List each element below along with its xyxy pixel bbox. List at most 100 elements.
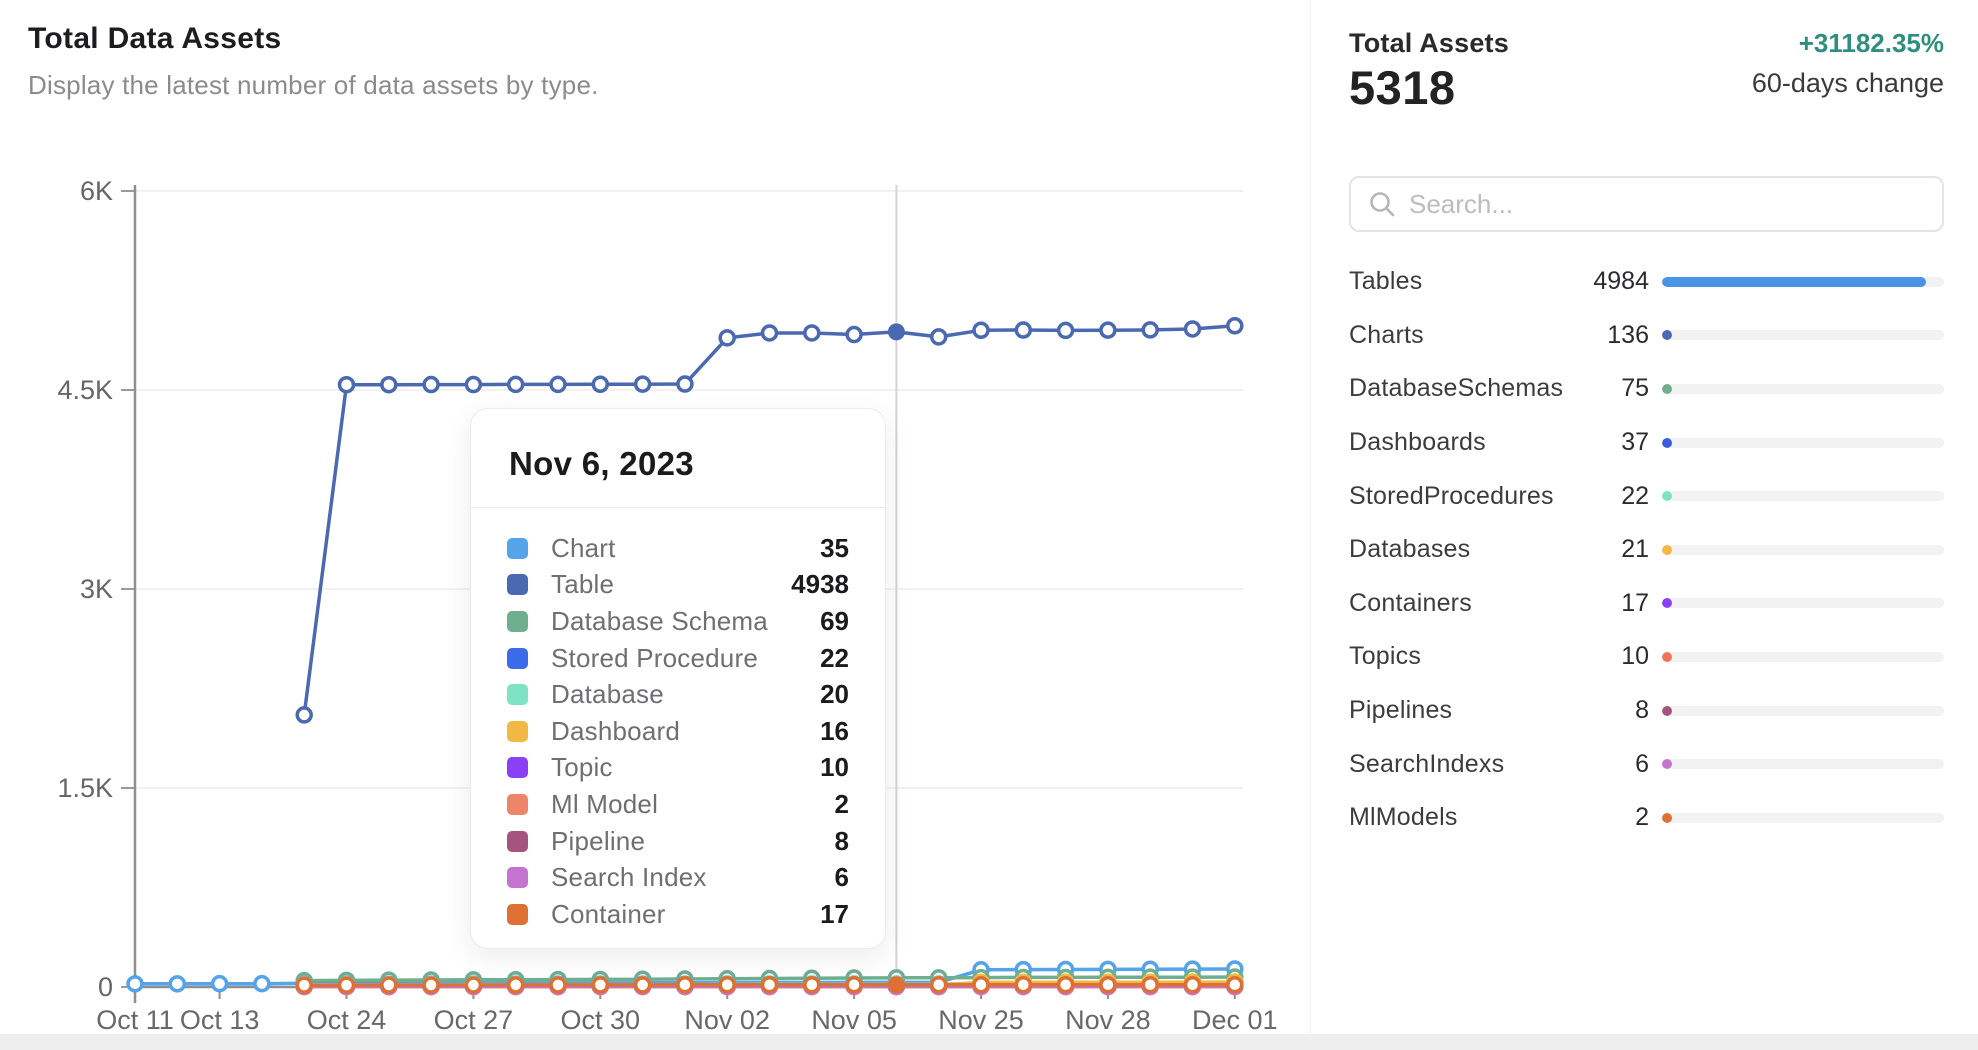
asset-row[interactable]: Databases 21 bbox=[1349, 523, 1944, 577]
data-point[interactable] bbox=[337, 976, 356, 994]
data-point[interactable] bbox=[845, 975, 863, 994]
asset-row[interactable]: Dashboards 37 bbox=[1349, 416, 1944, 470]
data-point[interactable] bbox=[464, 375, 483, 394]
data-point[interactable] bbox=[168, 975, 187, 993]
x-axis-label: Nov 25 bbox=[938, 1005, 1024, 1035]
series-label: Database Schema bbox=[551, 605, 768, 636]
asset-row[interactable]: StoredProcedures 22 bbox=[1349, 469, 1944, 523]
tooltip-row: Database 20 bbox=[507, 676, 849, 713]
data-point[interactable] bbox=[1226, 317, 1244, 335]
asset-count: 8 bbox=[1635, 696, 1649, 725]
data-point[interactable] bbox=[464, 976, 483, 994]
asset-row[interactable]: Charts 136 bbox=[1349, 309, 1944, 363]
series-color-chip bbox=[507, 610, 528, 632]
series-label: Search Index bbox=[551, 862, 707, 893]
data-point[interactable] bbox=[633, 976, 652, 994]
data-point[interactable] bbox=[591, 375, 610, 394]
data-point[interactable] bbox=[1226, 975, 1244, 994]
data-point[interactable] bbox=[1183, 320, 1202, 338]
data-point[interactable] bbox=[210, 974, 229, 993]
search-input[interactable] bbox=[1409, 188, 1926, 220]
data-point[interactable] bbox=[929, 975, 948, 994]
asset-row[interactable]: Pipelines 8 bbox=[1349, 684, 1944, 738]
data-point[interactable] bbox=[126, 975, 144, 993]
highlight-point-container[interactable] bbox=[887, 976, 905, 994]
data-point[interactable] bbox=[295, 976, 313, 994]
tooltip-row: Topic 10 bbox=[507, 750, 849, 787]
data-point[interactable] bbox=[718, 975, 736, 994]
asset-row[interactable]: SearchIndexs 6 bbox=[1349, 737, 1944, 791]
data-point[interactable] bbox=[253, 974, 271, 993]
asset-row[interactable]: Topics 10 bbox=[1349, 630, 1944, 684]
data-point[interactable] bbox=[972, 975, 990, 994]
data-point[interactable] bbox=[803, 324, 821, 342]
data-point[interactable] bbox=[1056, 321, 1075, 340]
asset-progress-track bbox=[1662, 491, 1944, 502]
asset-count: 10 bbox=[1621, 642, 1649, 671]
asset-progress-fill bbox=[1662, 544, 1672, 555]
bottom-strip bbox=[0, 1034, 1978, 1050]
data-point[interactable] bbox=[803, 975, 821, 994]
series-value: 22 bbox=[820, 642, 849, 673]
asset-progress-track bbox=[1662, 437, 1944, 448]
data-point[interactable] bbox=[633, 375, 652, 393]
data-point[interactable] bbox=[760, 324, 779, 342]
x-axis-label: Oct 27 bbox=[434, 1005, 514, 1035]
asset-count: 22 bbox=[1621, 481, 1649, 510]
data-point[interactable] bbox=[380, 375, 398, 394]
data-point[interactable] bbox=[1099, 975, 1117, 994]
series-color-chip bbox=[507, 537, 528, 559]
asset-row[interactable]: Containers 17 bbox=[1349, 577, 1944, 631]
data-point[interactable] bbox=[549, 976, 567, 994]
data-point[interactable] bbox=[506, 976, 525, 994]
data-point[interactable] bbox=[1056, 975, 1075, 994]
y-axis-label: 4.5K bbox=[57, 375, 113, 405]
data-point[interactable] bbox=[1141, 975, 1159, 994]
data-point[interactable] bbox=[1099, 321, 1117, 339]
data-point[interactable] bbox=[929, 328, 948, 346]
tooltip-row: Dashboard 16 bbox=[507, 713, 849, 750]
assets-line-chart[interactable]: 0 1.5K 3K 4.5K 6K Oct 11 Oct 13 Oct 24 Oct 27 Oct… bbox=[0, 0, 1310, 1050]
asset-row[interactable]: Tables 4984 bbox=[1349, 255, 1944, 309]
data-point[interactable] bbox=[676, 975, 694, 994]
series-label: Table bbox=[551, 569, 615, 600]
tooltip-divider bbox=[471, 507, 885, 508]
data-point[interactable] bbox=[337, 375, 356, 394]
asset-progress-track bbox=[1662, 651, 1944, 662]
data-point[interactable] bbox=[422, 375, 440, 394]
tooltip-row: Search Index 6 bbox=[507, 859, 849, 896]
data-point[interactable] bbox=[845, 325, 863, 344]
data-point[interactable] bbox=[718, 329, 736, 347]
highlight-point-table[interactable] bbox=[887, 323, 905, 341]
data-point[interactable] bbox=[1014, 975, 1033, 994]
data-point[interactable] bbox=[676, 375, 694, 393]
series-value: 20 bbox=[820, 679, 849, 710]
data-point[interactable] bbox=[760, 975, 779, 994]
data-point[interactable] bbox=[549, 375, 567, 394]
data-point[interactable] bbox=[972, 321, 990, 340]
series-value: 2 bbox=[834, 788, 849, 819]
asset-row[interactable]: DatabaseSchemas 75 bbox=[1349, 362, 1944, 416]
data-point[interactable] bbox=[1183, 975, 1202, 994]
series-value: 4938 bbox=[791, 569, 849, 600]
asset-type-label: Pipelines bbox=[1349, 696, 1453, 725]
asset-progress-track bbox=[1662, 544, 1944, 555]
search-box[interactable] bbox=[1349, 176, 1944, 232]
data-point[interactable] bbox=[506, 375, 525, 394]
data-point[interactable] bbox=[295, 706, 313, 724]
search-icon bbox=[1370, 192, 1395, 217]
x-axis-label: Oct 30 bbox=[561, 1005, 641, 1035]
series-label: Ml Model bbox=[551, 788, 659, 819]
data-point[interactable] bbox=[380, 976, 398, 994]
asset-type-label: Charts bbox=[1349, 320, 1424, 349]
data-point[interactable] bbox=[1014, 321, 1033, 339]
data-point[interactable] bbox=[422, 976, 440, 994]
asset-row[interactable]: MlModels 2 bbox=[1349, 791, 1944, 845]
asset-type-label: Dashboards bbox=[1349, 428, 1486, 457]
asset-progress-fill bbox=[1662, 759, 1672, 770]
data-point[interactable] bbox=[1141, 321, 1159, 339]
tooltip-row: Database Schema 69 bbox=[507, 603, 849, 640]
asset-progress-track bbox=[1662, 812, 1944, 823]
series-value: 69 bbox=[820, 605, 849, 636]
data-point[interactable] bbox=[591, 976, 610, 994]
